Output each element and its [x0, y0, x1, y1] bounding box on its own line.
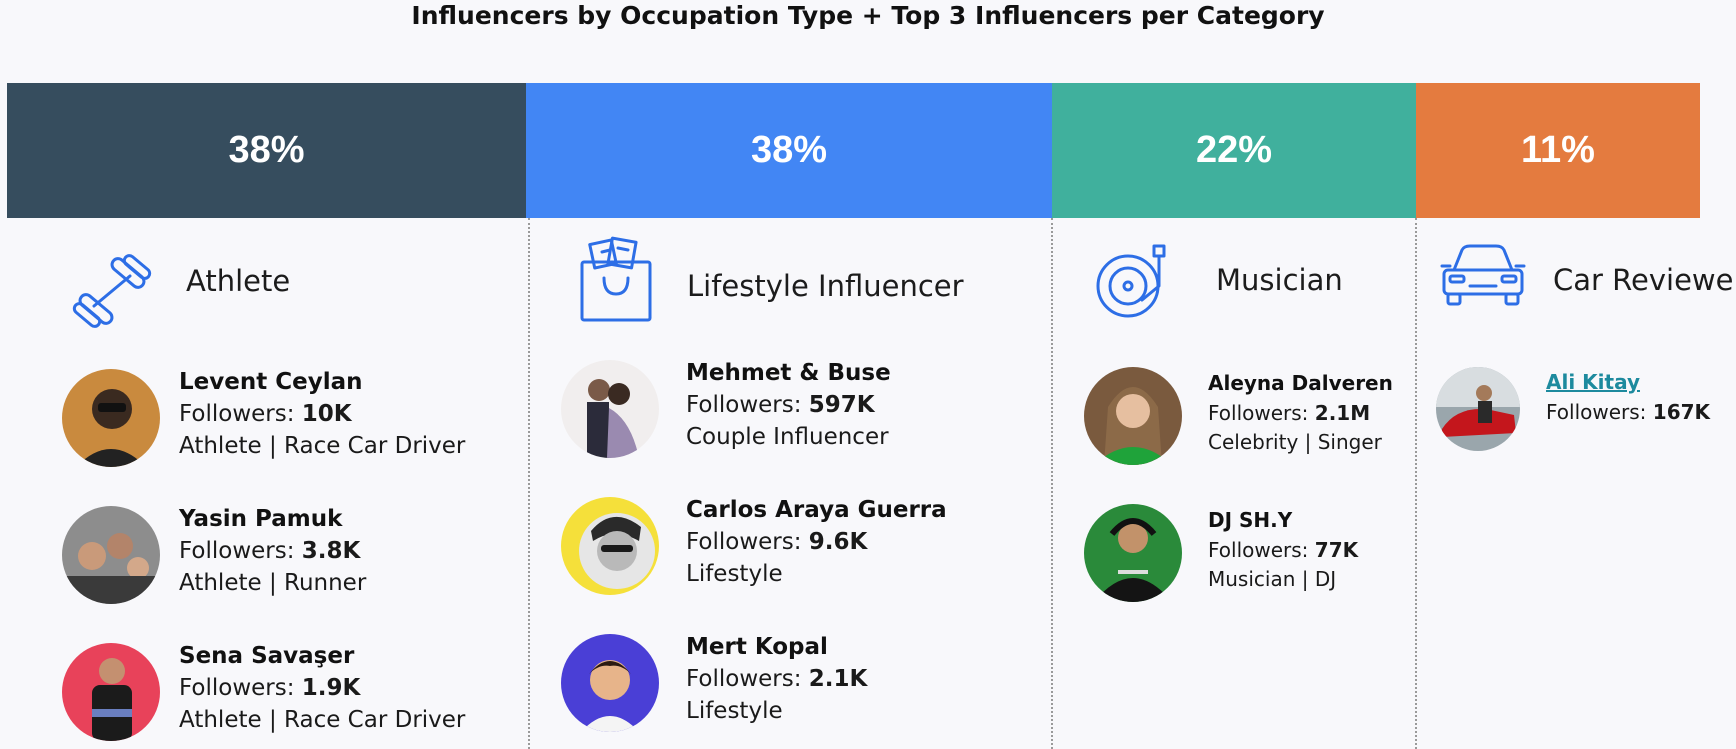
- influencer-name: Mehmet & Buse: [686, 360, 891, 386]
- influencer-occupation: Athlete | Race Car Driver: [179, 433, 466, 459]
- influencer-occupation: Celebrity | Singer: [1208, 430, 1382, 454]
- followers-count: 3.8K: [301, 538, 361, 564]
- influencer-followers: Followers: 2.1M: [1208, 401, 1370, 425]
- influencer-name: Mert Kopal: [686, 634, 828, 660]
- car-reviewer-percent-bar: 11%: [1416, 83, 1700, 218]
- influencer-name: Carlos Araya Guerra: [686, 497, 947, 523]
- followers-count: 10K: [301, 401, 352, 427]
- avatar[interactable]: [62, 643, 160, 741]
- influencer-followers: Followers: 77K: [1208, 538, 1358, 562]
- avatar[interactable]: [1084, 367, 1182, 465]
- influencer-occupation: Athlete | Runner: [179, 570, 367, 596]
- lifestyle-percent: 38%: [750, 129, 828, 171]
- athlete-percent-bar: 38%: [7, 83, 526, 218]
- followers-label: Followers:: [179, 675, 302, 701]
- influencer-occupation: Lifestyle: [686, 698, 783, 724]
- followers-count: 2.1K: [808, 666, 868, 692]
- category-label-lifestyle: Lifestyle Influencer: [687, 269, 964, 303]
- influencer-followers: Followers: 9.6K: [686, 529, 867, 555]
- avatar[interactable]: [62, 506, 160, 604]
- car-reviewer-percent: 11%: [1521, 129, 1595, 171]
- followers-count: 1.9K: [301, 675, 361, 701]
- followers-count: 167K: [1652, 400, 1711, 424]
- followers-count: 9.6K: [808, 529, 868, 555]
- followers-label: Followers:: [179, 538, 302, 564]
- followers-label: Followers:: [686, 392, 809, 418]
- followers-label: Followers:: [179, 401, 302, 427]
- column-divider: [1415, 218, 1417, 749]
- followers-label: Followers:: [1546, 400, 1653, 424]
- influencer-followers: Followers: 3.8K: [179, 538, 360, 564]
- turntable-icon: [1094, 244, 1172, 326]
- influencer-occupation: Lifestyle: [686, 561, 783, 587]
- followers-count: 77K: [1314, 538, 1359, 562]
- lifestyle-percent-bar: 38%: [526, 83, 1052, 218]
- influencer-occupation: Athlete | Race Car Driver: [179, 707, 466, 733]
- influencer-occupation: Musician | DJ: [1208, 567, 1337, 591]
- influencer-occupation: Couple Influencer: [686, 424, 889, 450]
- followers-label: Followers:: [1208, 538, 1315, 562]
- athlete-percent: 38%: [228, 129, 305, 171]
- followers-label: Followers:: [686, 529, 809, 555]
- influencer-followers: Followers: 2.1K: [686, 666, 867, 692]
- followers-count: 597K: [808, 392, 875, 418]
- influencer-name: Levent Ceylan: [179, 369, 363, 395]
- dumbbell-icon: [66, 248, 158, 338]
- column-divider: [1051, 218, 1053, 749]
- category-label-car-reviewer: Car Reviewer: [1553, 263, 1736, 297]
- chart-title: Influencers by Occupation Type + Top 3 I…: [411, 1, 1325, 30]
- musician-percent: 22%: [1195, 129, 1273, 171]
- influencer-name: DJ SH.Y: [1208, 508, 1293, 532]
- avatar[interactable]: [62, 369, 160, 467]
- influencer-followers: Followers: 10K: [179, 401, 352, 427]
- influencer-followers: Followers: 1.9K: [179, 675, 360, 701]
- category-label-musician: Musician: [1216, 263, 1343, 297]
- followers-label: Followers:: [686, 666, 809, 692]
- musician-percent-bar: 22%: [1052, 83, 1416, 218]
- avatar[interactable]: [561, 497, 659, 595]
- influencer-followers: Followers: 167K: [1546, 400, 1710, 424]
- avatar[interactable]: [561, 634, 659, 732]
- influencer-name: Aleyna Dalveren: [1208, 371, 1393, 395]
- influencer-followers: Followers: 597K: [686, 392, 875, 418]
- shopping-bag-icon: [578, 236, 654, 328]
- influencer-name: Sena Savaşer: [179, 643, 355, 669]
- influencer-name: Yasin Pamuk: [179, 506, 343, 532]
- car-icon: [1440, 244, 1526, 312]
- followers-label: Followers:: [1208, 401, 1315, 425]
- influencer-name-link[interactable]: Ali Kitay: [1546, 370, 1640, 394]
- avatar[interactable]: [561, 360, 659, 458]
- category-label-athlete: Athlete: [186, 264, 291, 298]
- column-divider: [528, 218, 530, 749]
- avatar[interactable]: [1436, 367, 1520, 451]
- avatar[interactable]: [1084, 504, 1182, 602]
- followers-count: 2.1M: [1314, 401, 1371, 425]
